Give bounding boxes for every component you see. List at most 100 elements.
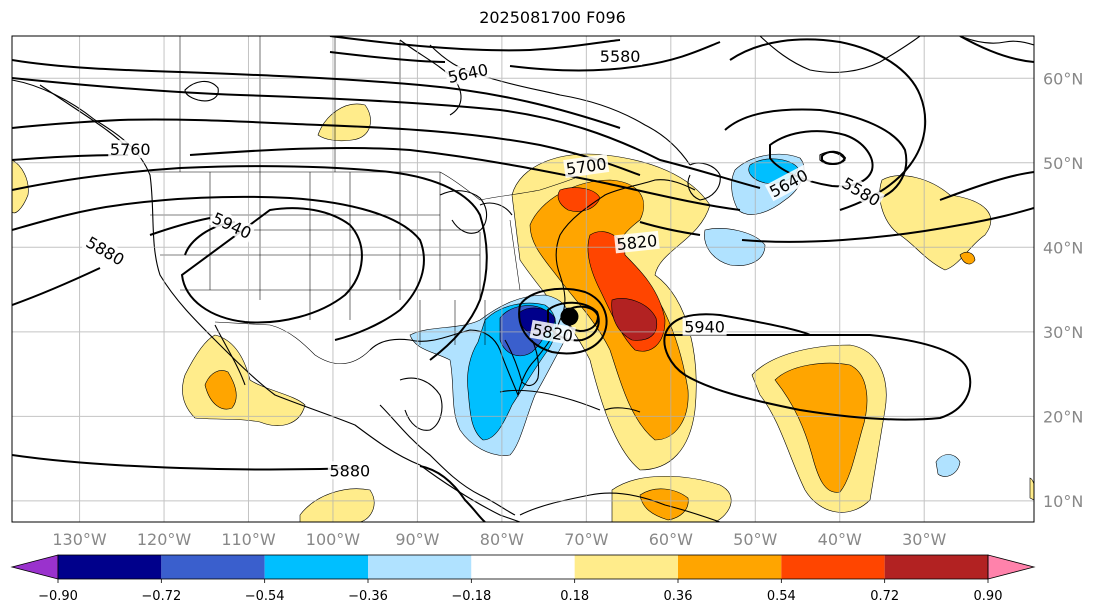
contour-label-background: [598, 47, 643, 66]
contour-5760: [12, 118, 641, 176]
storm-center-marker: [560, 307, 579, 326]
colorbar-segment: [781, 555, 885, 579]
contour-5880-west: [12, 195, 425, 341]
contour-low-newfoundland-1: [724, 108, 908, 199]
colorbar-segment: [58, 555, 162, 579]
shade-pos-0-18-pacific: [299, 488, 375, 522]
border-us-mexico: [214, 321, 371, 364]
coast-north-america-west: [12, 79, 521, 522]
shade-pos-0-36-small: [959, 251, 976, 265]
colorbar-segment: [161, 555, 265, 579]
latitude-tick-label: 10°N: [1043, 492, 1083, 511]
coast-lake-island: [184, 80, 219, 102]
colorbar-tick-labels: −0.90 −0.72 −0.54 −0.36 −0.18 0.18 0.36 0.54 0.7…: [38, 579, 1002, 604]
contour-low-newfoundland-3: [729, 38, 927, 211]
coast-florida: [504, 339, 540, 387]
contour-label: 5640: [444, 59, 492, 87]
contour-label-text: 5820: [616, 231, 658, 254]
longitude-tick-labels: 130°W 120°W 110°W 100°W 90°W 80°W 70°W 60°W 50°W…: [52, 530, 946, 549]
colorbar-segment: [574, 555, 678, 579]
colorbar-segment: [264, 555, 368, 579]
contour-ring-outer: [518, 287, 608, 355]
contour-label-background: [614, 230, 660, 254]
shade-pos-0-36-centralatlantic: [774, 362, 868, 493]
contour-5700-mid: [12, 77, 761, 189]
border-us-canada: [150, 171, 576, 201]
colorbar-tick-label: −0.90: [38, 589, 78, 604]
longitude-tick-label: 30°W: [902, 530, 946, 549]
contour-label-background: [327, 461, 372, 480]
colorbar-tick-label: −0.18: [451, 589, 491, 604]
contour-label: 5760: [108, 140, 153, 159]
colorbar-segment: [368, 555, 472, 579]
longitude-tick-label: 70°W: [564, 530, 608, 549]
height-contours: [12, 36, 1034, 522]
map-title: 2025081700 F096: [479, 8, 626, 27]
colorbar-segment: [471, 555, 575, 579]
coast-south-america-north: [519, 492, 721, 522]
colorbar-extend-low: [10, 554, 59, 580]
coast-alaska-panhandle: [39, 84, 131, 151]
contour-north-right: [939, 36, 1034, 201]
longitude-tick-label: 110°W: [221, 530, 276, 549]
colorbar-extend-high: [987, 554, 1036, 580]
contour-5880-label: [12, 217, 211, 306]
contour-label-background: [529, 319, 576, 346]
coast-greenland-east: [959, 36, 1034, 46]
contour-label: 5820: [614, 230, 660, 254]
border-canada-provinces: [179, 36, 401, 172]
colorbar-tick-label: 0.90: [974, 589, 1003, 604]
shade-neg-0-18-small: [935, 454, 961, 477]
contour-5820-east: [639, 207, 1034, 243]
contour-label: 5580: [598, 47, 643, 66]
colorbar-tick-label: 0.18: [560, 589, 589, 604]
coast-great-lakes-2: [479, 202, 513, 216]
colorbar-outline: [57, 554, 989, 580]
contour-label-background: [81, 231, 129, 270]
border-states-grid-3: [419, 219, 521, 345]
colorbar-tick-label: 0.36: [664, 589, 693, 604]
coast-baja: [214, 324, 246, 386]
longitude-tick-label: 130°W: [52, 530, 107, 549]
coast-newfoundland: [687, 162, 721, 201]
latitude-tick-label: 20°N: [1043, 407, 1083, 426]
border-states-grid-1: [209, 172, 441, 320]
latitude-tick-label: 50°N: [1043, 154, 1083, 173]
longitude-tick-label: 80°W: [480, 530, 524, 549]
longitude-tick-label: 60°W: [649, 530, 693, 549]
coast-central-america: [379, 404, 516, 516]
coast-cuba: [499, 389, 601, 411]
latitude-tick-label: 30°N: [1043, 323, 1083, 342]
longitude-tick-label: 100°W: [306, 530, 361, 549]
contour-label-background: [682, 317, 727, 336]
longitude-tick-label: 120°W: [137, 530, 192, 549]
low-center-small-contour: [821, 150, 847, 165]
contour-label-background: [208, 207, 256, 243]
coast-hispaniola: [604, 407, 641, 413]
contour-label-text: 5760: [110, 140, 151, 159]
coast-great-lakes: [439, 190, 488, 234]
contour-label-background: [837, 172, 885, 211]
contour-label: 5880: [327, 461, 372, 480]
contour-label: 5940: [682, 317, 727, 337]
colorbar-tick-label: −0.36: [348, 589, 388, 604]
contour-5880-south: [12, 454, 486, 522]
shade-pos-0-18-westedge: [12, 159, 29, 214]
colorbar-segment: [884, 555, 988, 579]
longitude-tick-label: 90°W: [395, 530, 439, 549]
map-frame: [11, 35, 1035, 523]
latitude-tick-label: 60°N: [1043, 69, 1083, 88]
contour-5580-north: [329, 36, 621, 52]
contour-label-background: [444, 59, 492, 87]
latitude-tick-labels: 10°N 20°N 30°N 40°N 50°N 60°N: [1043, 69, 1083, 511]
contour-5820: [12, 165, 488, 361]
latitude-tick-label: 40°N: [1043, 238, 1083, 257]
contour-5640-north: [329, 41, 721, 72]
colorbar-tick-label: −0.54: [245, 589, 285, 604]
shade-pos-0-18-eastatlantic: [879, 175, 991, 271]
contour-label-background: [563, 154, 610, 178]
contour-label-background: [764, 164, 813, 202]
border-states-grid-2: [150, 214, 540, 291]
